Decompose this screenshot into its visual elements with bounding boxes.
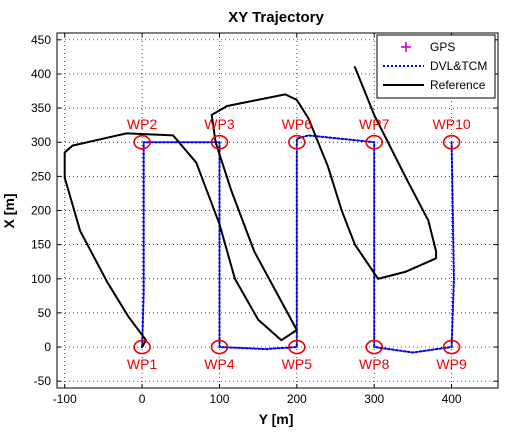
waypoint-wp1: WP1 xyxy=(127,339,158,372)
y-tick-label: 100 xyxy=(31,272,51,286)
series-layer xyxy=(63,66,455,354)
waypoint-wp8: WP8 xyxy=(359,339,390,372)
y-tick-label: 150 xyxy=(31,238,51,252)
waypoint-circle xyxy=(288,339,306,355)
waypoint-label: WP3 xyxy=(204,116,235,132)
waypoint-circle xyxy=(133,339,151,355)
x-tick-label: -100 xyxy=(53,392,77,406)
x-tick-label: 300 xyxy=(364,392,384,406)
plot-frame xyxy=(56,32,499,389)
waypoint-label: WP4 xyxy=(204,356,235,372)
waypoint-circle xyxy=(442,134,461,150)
y-tick-label: 300 xyxy=(31,135,51,149)
waypoint-circle xyxy=(365,339,384,355)
dvl-tcm-line xyxy=(141,134,455,354)
waypoint-label: WP7 xyxy=(359,116,390,132)
waypoint-label: WP1 xyxy=(127,356,158,372)
waypoint-label: WP6 xyxy=(282,116,313,132)
waypoint-wp2: WP2 xyxy=(127,116,158,150)
waypoint-wp4: WP4 xyxy=(204,339,235,372)
y-tick-label: -50 xyxy=(34,374,52,388)
legend-label: DVL&TCM xyxy=(430,59,487,73)
y-tick-label: 50 xyxy=(38,306,52,320)
waypoint-circle xyxy=(442,339,461,355)
y-tick-label: 350 xyxy=(31,101,51,115)
y-tick-label: 250 xyxy=(31,169,51,183)
legend-item-gps: GPS xyxy=(401,40,455,54)
y-tick-label: 400 xyxy=(31,67,51,81)
waypoint-label: WP10 xyxy=(433,116,471,132)
legend: GPS DVL&TCM Reference xyxy=(376,34,496,99)
x-tick-label: 400 xyxy=(442,392,462,406)
waypoint-circle xyxy=(210,134,229,150)
waypoint-label: WP9 xyxy=(436,356,467,372)
legend-item-reference: Reference xyxy=(383,78,486,92)
waypoint-label: WP2 xyxy=(127,116,158,132)
waypoint-wp5: WP5 xyxy=(282,339,313,372)
waypoint-label: WP8 xyxy=(359,356,390,372)
y-tick-label: 0 xyxy=(44,340,51,354)
waypoint-circle xyxy=(365,134,384,150)
reference-line xyxy=(63,66,438,348)
y-tick-label: 450 xyxy=(31,33,51,47)
waypoint-label: WP5 xyxy=(282,356,313,372)
x-tick-label: 100 xyxy=(209,392,229,406)
x-axis-label: Y [m] xyxy=(259,411,294,427)
waypoints-layer: WP1 WP2 WP3 WP4 WP5 WP6 WP7 WP8 WP9 WP10 xyxy=(127,116,471,372)
x-tick-label: 0 xyxy=(139,392,146,406)
axis-ticks: -100 0 100 200 300 400 -50 0 50 100 150 200 250 300 35… xyxy=(31,33,498,406)
grid-lines xyxy=(57,33,498,388)
legend-item-dvl-tcm: DVL&TCM xyxy=(383,59,487,73)
waypoint-wp6: WP6 xyxy=(282,116,313,150)
waypoint-wp10: WP10 xyxy=(433,116,471,150)
legend-label: GPS xyxy=(430,40,455,54)
waypoint-wp3: WP3 xyxy=(204,116,235,150)
y-tick-label: 200 xyxy=(31,204,51,218)
waypoint-wp7: WP7 xyxy=(359,116,390,150)
chart-title: XY Trajectory xyxy=(228,9,324,26)
waypoint-circle xyxy=(210,339,229,355)
waypoint-wp9: WP9 xyxy=(436,339,467,372)
waypoint-circle xyxy=(288,134,306,150)
waypoint-circle xyxy=(133,134,151,150)
y-axis-label: X [m] xyxy=(1,194,17,229)
legend-label: Reference xyxy=(430,78,486,92)
x-tick-label: 200 xyxy=(287,392,307,406)
